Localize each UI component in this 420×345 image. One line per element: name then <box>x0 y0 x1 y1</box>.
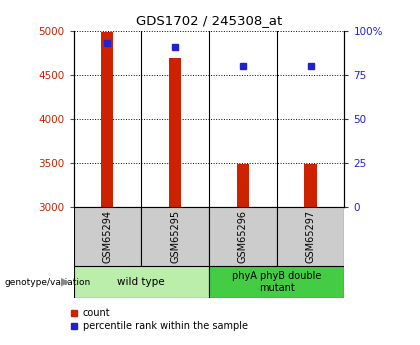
Bar <box>101 32 113 207</box>
Text: GSM65297: GSM65297 <box>305 210 315 263</box>
Legend: count, percentile rank within the sample: count, percentile rank within the sample <box>70 308 248 332</box>
Text: GSM65294: GSM65294 <box>102 210 113 263</box>
Bar <box>304 164 317 207</box>
Bar <box>237 164 249 207</box>
Bar <box>277 207 344 266</box>
Bar <box>74 266 209 298</box>
Bar <box>141 207 209 266</box>
Title: GDS1702 / 245308_at: GDS1702 / 245308_at <box>136 14 282 27</box>
Bar <box>74 207 141 266</box>
Text: GSM65296: GSM65296 <box>238 210 248 263</box>
Text: phyA phyB double
mutant: phyA phyB double mutant <box>232 271 321 293</box>
Bar <box>169 58 181 207</box>
Text: ▶: ▶ <box>61 277 69 287</box>
Bar <box>209 207 277 266</box>
Text: wild type: wild type <box>118 277 165 287</box>
Text: genotype/variation: genotype/variation <box>4 277 90 287</box>
Text: GSM65295: GSM65295 <box>170 210 180 263</box>
Bar <box>209 266 344 298</box>
